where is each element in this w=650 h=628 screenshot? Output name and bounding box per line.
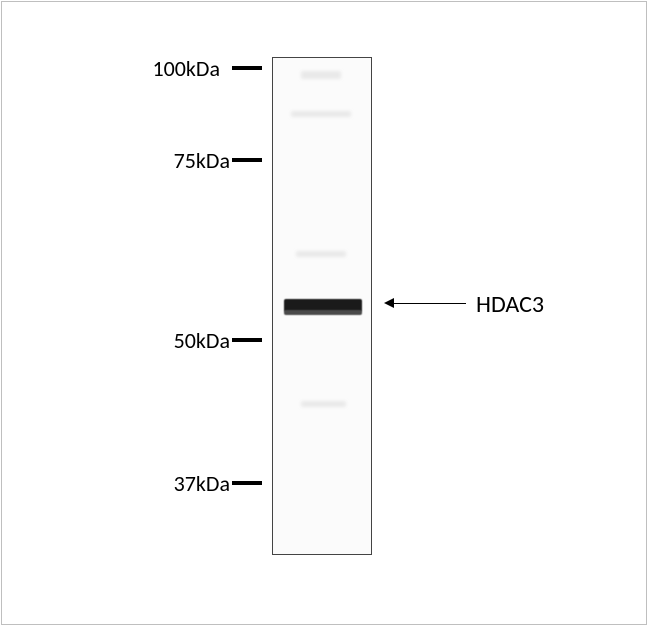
mw-tick-2 [232, 338, 262, 342]
lane-noise-1 [291, 111, 351, 117]
mw-label-3: 37kDa [140, 470, 230, 497]
mw-tick-0 [232, 66, 262, 70]
target-arrow-line [392, 303, 466, 304]
target-label: HDAC3 [476, 290, 544, 319]
lane-noise-3 [301, 401, 346, 407]
mw-label-2: 50kDa [140, 327, 230, 354]
blot-lane [272, 57, 372, 555]
lane-noise-2 [296, 251, 346, 257]
mw-label-0: 100kDa [130, 55, 220, 82]
mw-label-1: 75kDa [140, 147, 230, 174]
mw-tick-3 [232, 481, 262, 485]
mw-tick-1 [232, 158, 262, 162]
lane-noise-0 [301, 71, 341, 79]
target-band-shadow [284, 310, 362, 315]
